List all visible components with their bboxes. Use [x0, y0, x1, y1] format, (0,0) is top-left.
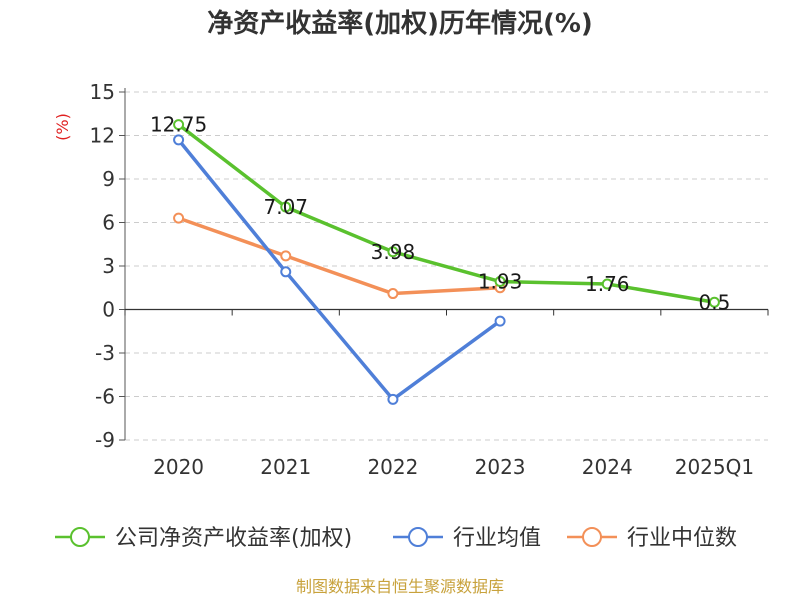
x-tick-label: 2022	[367, 455, 418, 479]
data-label: 12.75	[150, 113, 207, 137]
data-label: 1.93	[478, 270, 523, 294]
y-tick-label: 12	[90, 124, 115, 148]
data-point	[387, 393, 399, 405]
y-axis-unit: (%)	[53, 113, 72, 141]
legend-label: 行业中位数	[627, 526, 737, 551]
data-point	[708, 296, 720, 308]
legend-marker	[408, 527, 428, 547]
legend-marker	[70, 527, 90, 547]
chart-title: 净资产收益率(加权)历年情况(%)	[207, 8, 593, 39]
legend-item: 行业中位数	[567, 526, 737, 551]
legend-item: 行业均值	[393, 526, 541, 551]
data-point	[387, 246, 399, 258]
data-point	[601, 278, 613, 290]
source-note: 制图数据来自恒生聚源数据库	[296, 577, 504, 596]
data-point	[280, 201, 292, 213]
legend-marker	[582, 527, 602, 547]
legend-label: 公司净资产收益率(加权)	[115, 526, 352, 551]
series-lines	[173, 119, 720, 405]
series-line	[176, 216, 502, 296]
grid-lines	[125, 91, 768, 441]
y-tick-label: 15	[90, 80, 115, 104]
x-tick-label: 2021	[260, 455, 311, 479]
x-tick-label: 2023	[475, 455, 526, 479]
y-tick-label: -9	[95, 428, 115, 452]
data-point	[280, 250, 292, 262]
y-tick-label: 9	[102, 167, 115, 191]
y-tick-labels: 15 12 9 6 3 0 -3 -6 -9	[90, 80, 115, 452]
legend-label: 行业均值	[453, 526, 541, 551]
data-label: 3.98	[371, 240, 416, 264]
y-tick-label: 6	[102, 211, 115, 235]
x-tick-label: 2025Q1	[675, 455, 754, 479]
data-point	[494, 315, 506, 327]
data-label: 7.07	[263, 195, 308, 219]
axes	[119, 88, 769, 441]
x-tick-label: 2020	[153, 455, 204, 479]
data-point	[173, 134, 185, 146]
series-line	[176, 122, 717, 304]
x-tick-label: 2024	[582, 455, 633, 479]
data-point	[280, 266, 292, 278]
data-label: 0.5	[699, 290, 731, 314]
data-point	[494, 276, 506, 288]
y-tick-label: 3	[102, 254, 115, 278]
y-tick-label: -3	[95, 341, 115, 365]
y-tick-label: -6	[95, 385, 115, 409]
legend-item: 公司净资产收益率(加权)	[55, 526, 352, 551]
data-point	[387, 288, 399, 300]
y-tick-label: 0	[102, 298, 115, 322]
legend: 公司净资产收益率(加权) 行业均值 行业中位数	[55, 526, 737, 551]
data-labels: 12.75 7.07 3.98 1.93 1.76 0.5	[150, 113, 730, 315]
x-tick-labels: 2020 2021 2022 2023 2024 2025Q1	[153, 455, 754, 479]
data-point	[173, 212, 185, 224]
data-label: 1.76	[585, 272, 630, 296]
series-line	[176, 138, 502, 402]
data-point	[173, 119, 185, 131]
